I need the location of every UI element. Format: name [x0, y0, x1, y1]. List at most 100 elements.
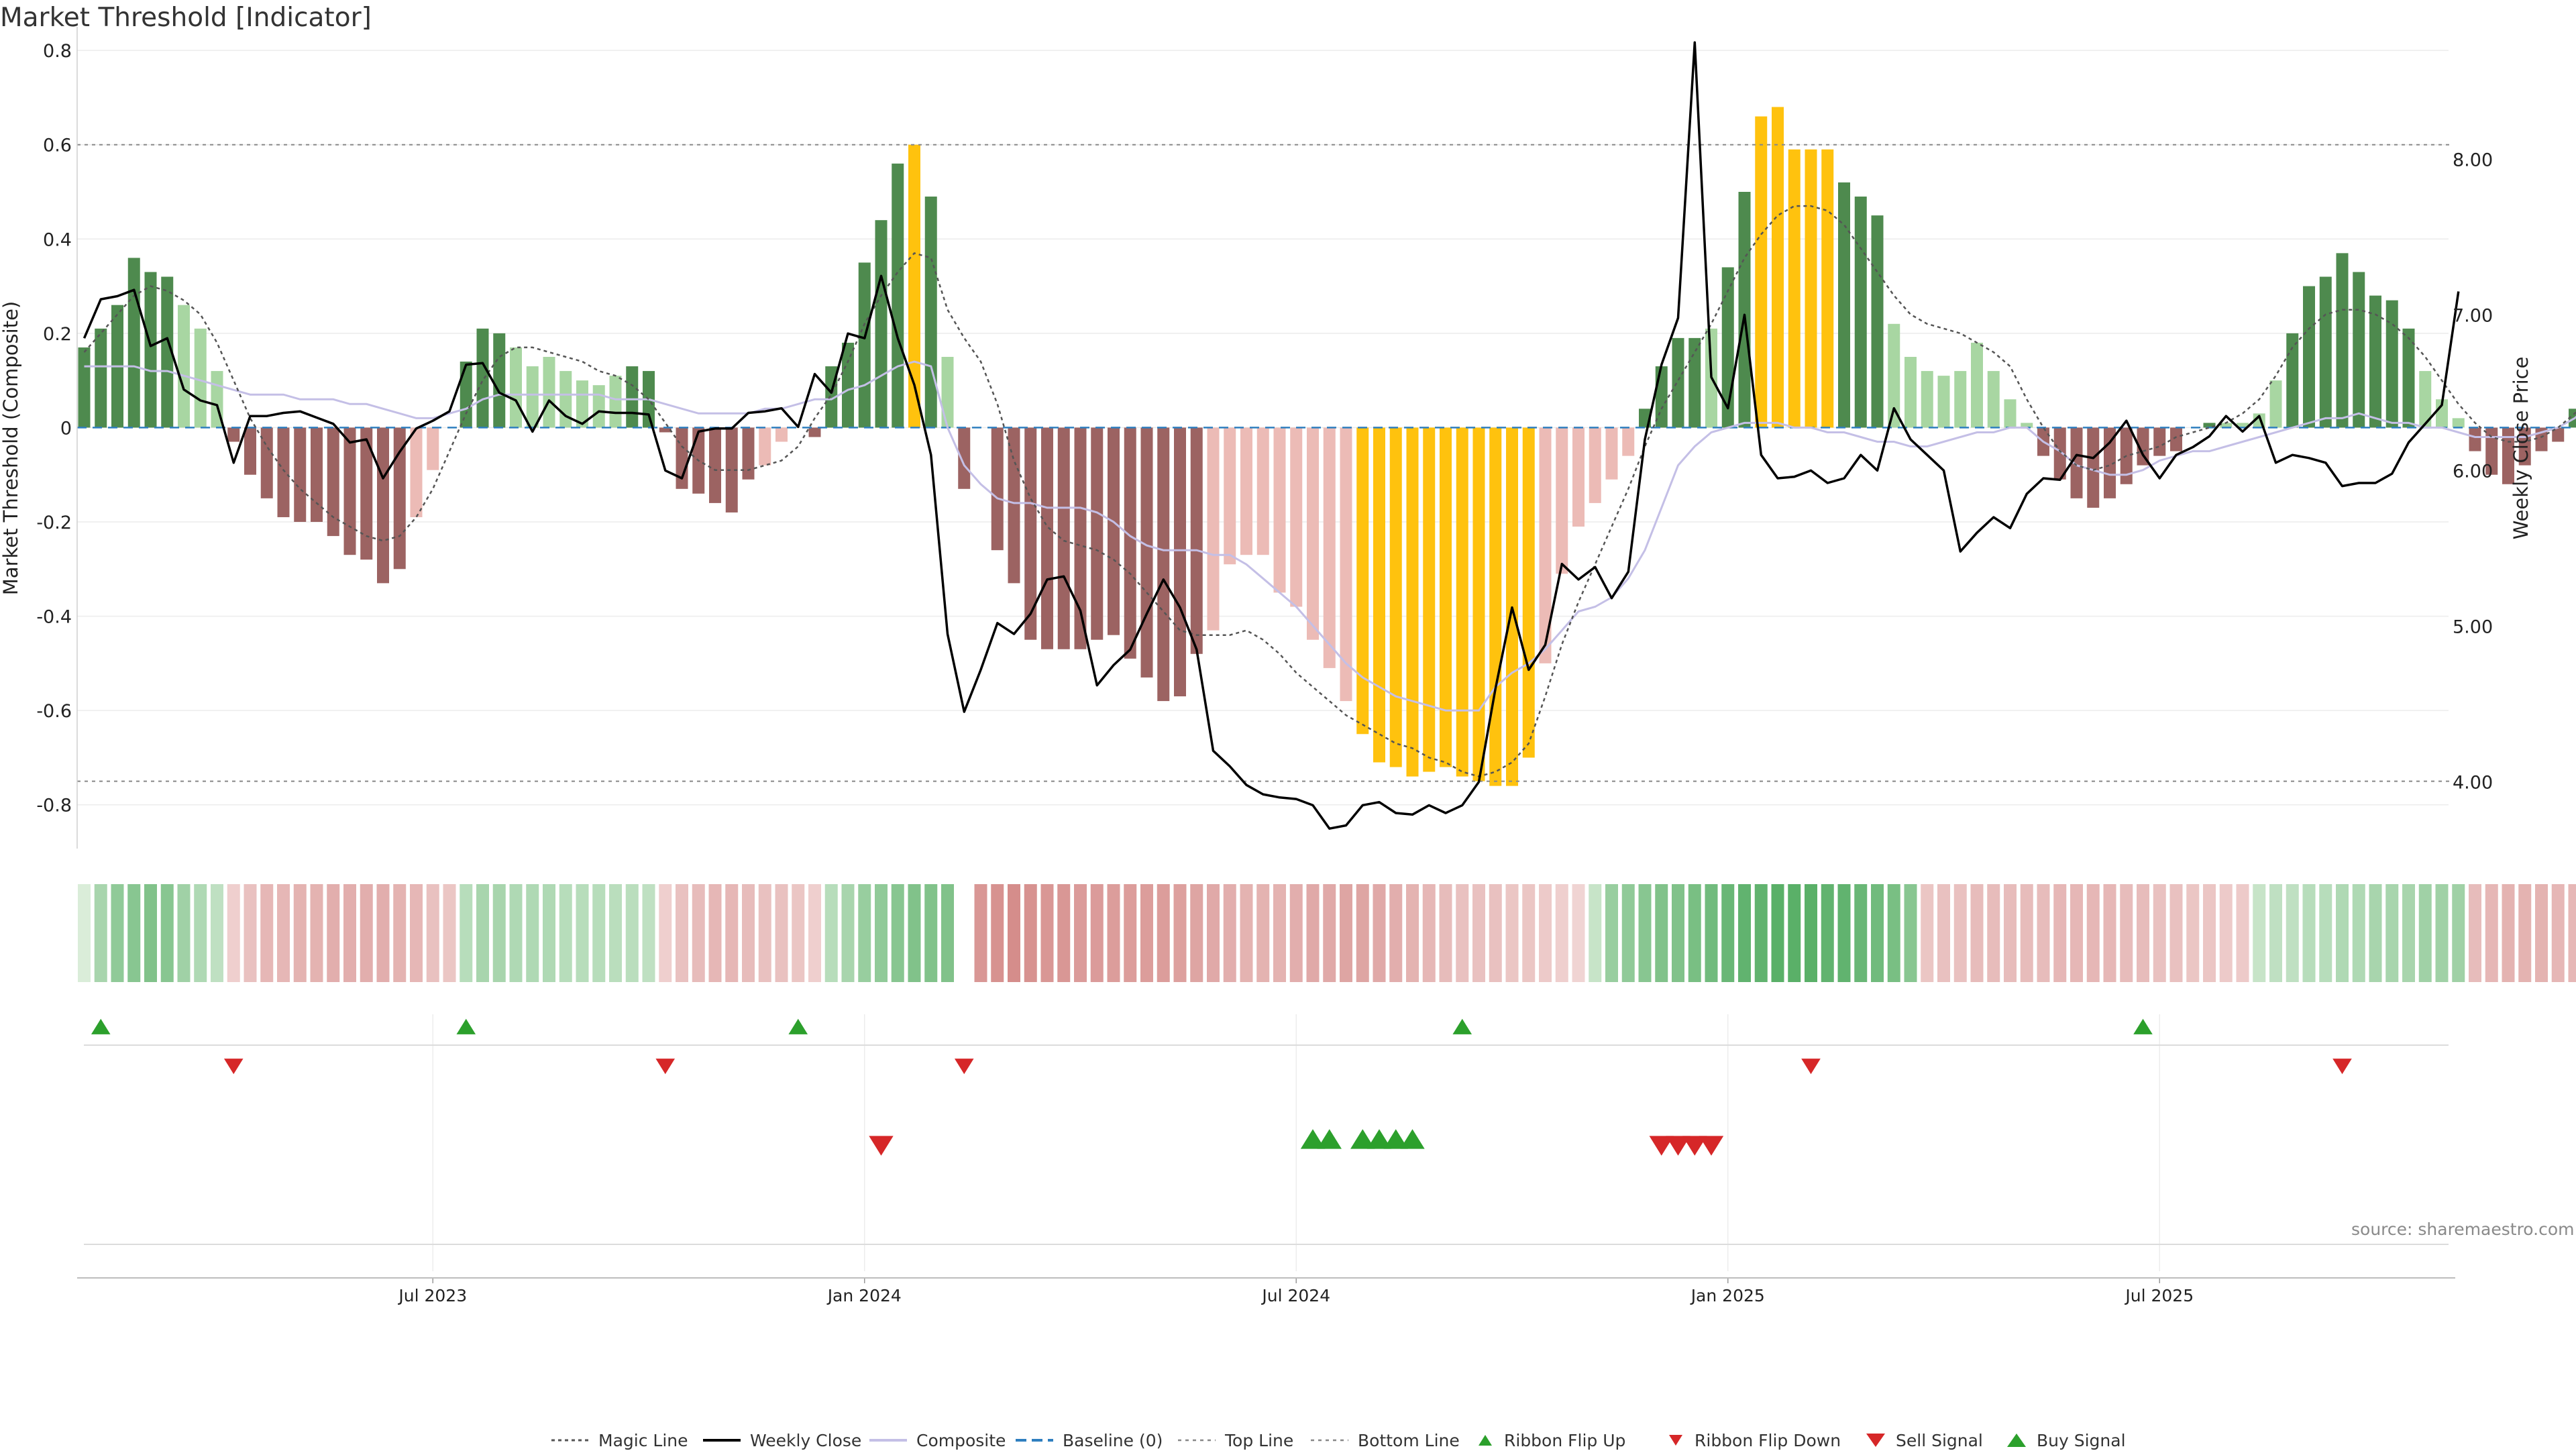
composite-bar — [759, 427, 771, 465]
x-tick-label: Jul 2024 — [1260, 1286, 1330, 1305]
ribbon-cell — [377, 884, 390, 982]
ribbon-flip-up-marker — [91, 1019, 111, 1034]
composite-bar — [1240, 427, 1252, 555]
ribbon-cell — [2087, 884, 2100, 982]
composite-bar — [1672, 338, 1684, 428]
ribbon-flip-down-marker — [1801, 1059, 1821, 1074]
ribbon-cell — [1074, 884, 1087, 982]
legend-flipup-icon — [1476, 1432, 1504, 1448]
legend-item-close: Weekly Close — [703, 1425, 861, 1455]
composite-bar — [1058, 427, 1070, 649]
composite-bar — [1838, 182, 1850, 427]
y-tick-label: 0 — [60, 418, 72, 439]
composite-bar — [1257, 427, 1269, 555]
composite-bar — [1307, 427, 1319, 639]
composite-bar — [1124, 427, 1136, 658]
legend-label: Bottom Line — [1358, 1431, 1460, 1450]
y-axis-label: Market Threshold (Composite) — [0, 301, 22, 595]
ribbon-cell — [2104, 884, 2116, 982]
legend-item-buy: Buy Signal — [2006, 1425, 2126, 1455]
legend-label: Weekly Close — [750, 1431, 861, 1450]
composite-bar — [676, 427, 688, 488]
composite-bar — [991, 427, 1004, 550]
y2-tick-label: 6.00 — [2453, 461, 2493, 482]
ribbon-cell — [2369, 884, 2382, 982]
ribbon-cell — [460, 884, 472, 982]
legend-bottom-icon — [1311, 1434, 1358, 1447]
composite-bar — [842, 343, 854, 428]
composite-bar — [1971, 343, 1983, 428]
signals-layer — [91, 1019, 2352, 1156]
ribbon-cell — [427, 884, 439, 982]
legend-top-icon — [1178, 1434, 1225, 1447]
ribbon-cell — [1224, 884, 1236, 982]
legend-item-composite: Composite — [869, 1425, 1006, 1455]
composite-bar — [610, 376, 622, 427]
composite-bar — [1390, 427, 1402, 767]
ribbon-flip-up-marker — [456, 1019, 476, 1034]
composite-bar — [1091, 427, 1103, 639]
legend-label: Sell Signal — [1896, 1431, 1983, 1450]
ribbon-cell — [178, 884, 191, 982]
ribbon-cell — [194, 884, 207, 982]
composite-bar — [1938, 376, 1950, 427]
ribbon-cell — [493, 884, 506, 982]
composite-bar — [2386, 301, 2398, 428]
ribbon-cell — [842, 884, 855, 982]
ribbon-cell — [311, 884, 323, 982]
ribbon-cell — [1440, 884, 1452, 982]
legend-item-sell: Sell Signal — [1865, 1425, 1983, 1455]
ribbon-cell — [1655, 884, 1668, 982]
axes-layer: 0.80.60.40.20-0.2-0.4-0.6-0.88.007.006.0… — [36, 27, 2493, 1305]
composite-bar — [477, 329, 489, 428]
composite-bar — [1024, 427, 1036, 639]
ribbon-flip-down-marker — [955, 1059, 974, 1074]
composite-bar — [1423, 427, 1435, 771]
ribbon-cell — [643, 884, 655, 982]
composite-bar — [1456, 427, 1468, 776]
composite-bar — [775, 427, 788, 441]
ribbon-cell — [1755, 884, 1768, 982]
composite-bar — [809, 427, 821, 437]
y-tick-label: -0.6 — [36, 701, 72, 722]
ribbon-cell — [277, 884, 290, 982]
ribbon-cell — [1190, 884, 1203, 982]
ribbon-cell — [1307, 884, 1320, 982]
composite-bar — [1988, 371, 2000, 427]
ribbon-cell — [1057, 884, 1070, 982]
legend-flipdown-icon — [1666, 1432, 1695, 1448]
ribbon-cell — [526, 884, 539, 982]
ribbon-cell — [1024, 884, 1037, 982]
y-tick-label: 0.4 — [43, 229, 72, 250]
composite-bar — [1622, 427, 1634, 455]
composite-bar — [1373, 427, 1385, 762]
ribbon-cell — [1373, 884, 1386, 982]
ribbon-cell — [2004, 884, 2017, 982]
composite-bar — [1589, 427, 1601, 502]
composite-bar — [411, 427, 423, 517]
ribbon-cell — [975, 884, 987, 982]
legend-label: Ribbon Flip Down — [1695, 1431, 1841, 1450]
y-tick-label: 0.6 — [43, 136, 72, 156]
composite-bar — [958, 427, 970, 488]
ribbon-cell — [2385, 884, 2398, 982]
ribbon-layer — [78, 884, 2576, 982]
composite-bar — [1356, 427, 1368, 734]
ribbon-cell — [1041, 884, 1054, 982]
ribbon-cell — [2203, 884, 2216, 982]
buy-signal-marker — [1400, 1129, 1424, 1148]
x-tick-label: Jan 2024 — [826, 1286, 902, 1305]
composite-bar — [1954, 371, 1966, 427]
ribbon-cell — [1821, 884, 1834, 982]
ribbon-cell — [343, 884, 356, 982]
ribbon-cell — [692, 884, 705, 982]
ribbon-cell — [2269, 884, 2282, 982]
ribbon-cell — [742, 884, 755, 982]
ribbon-cell — [260, 884, 273, 982]
ribbon-flip-down-marker — [655, 1059, 675, 1074]
ribbon-cell — [1639, 884, 1652, 982]
ribbon-cell — [2303, 884, 2316, 982]
ribbon-cell — [161, 884, 174, 982]
composite-bar — [311, 427, 323, 522]
y2-axis-label: Weekly Close Price — [2510, 357, 2532, 540]
